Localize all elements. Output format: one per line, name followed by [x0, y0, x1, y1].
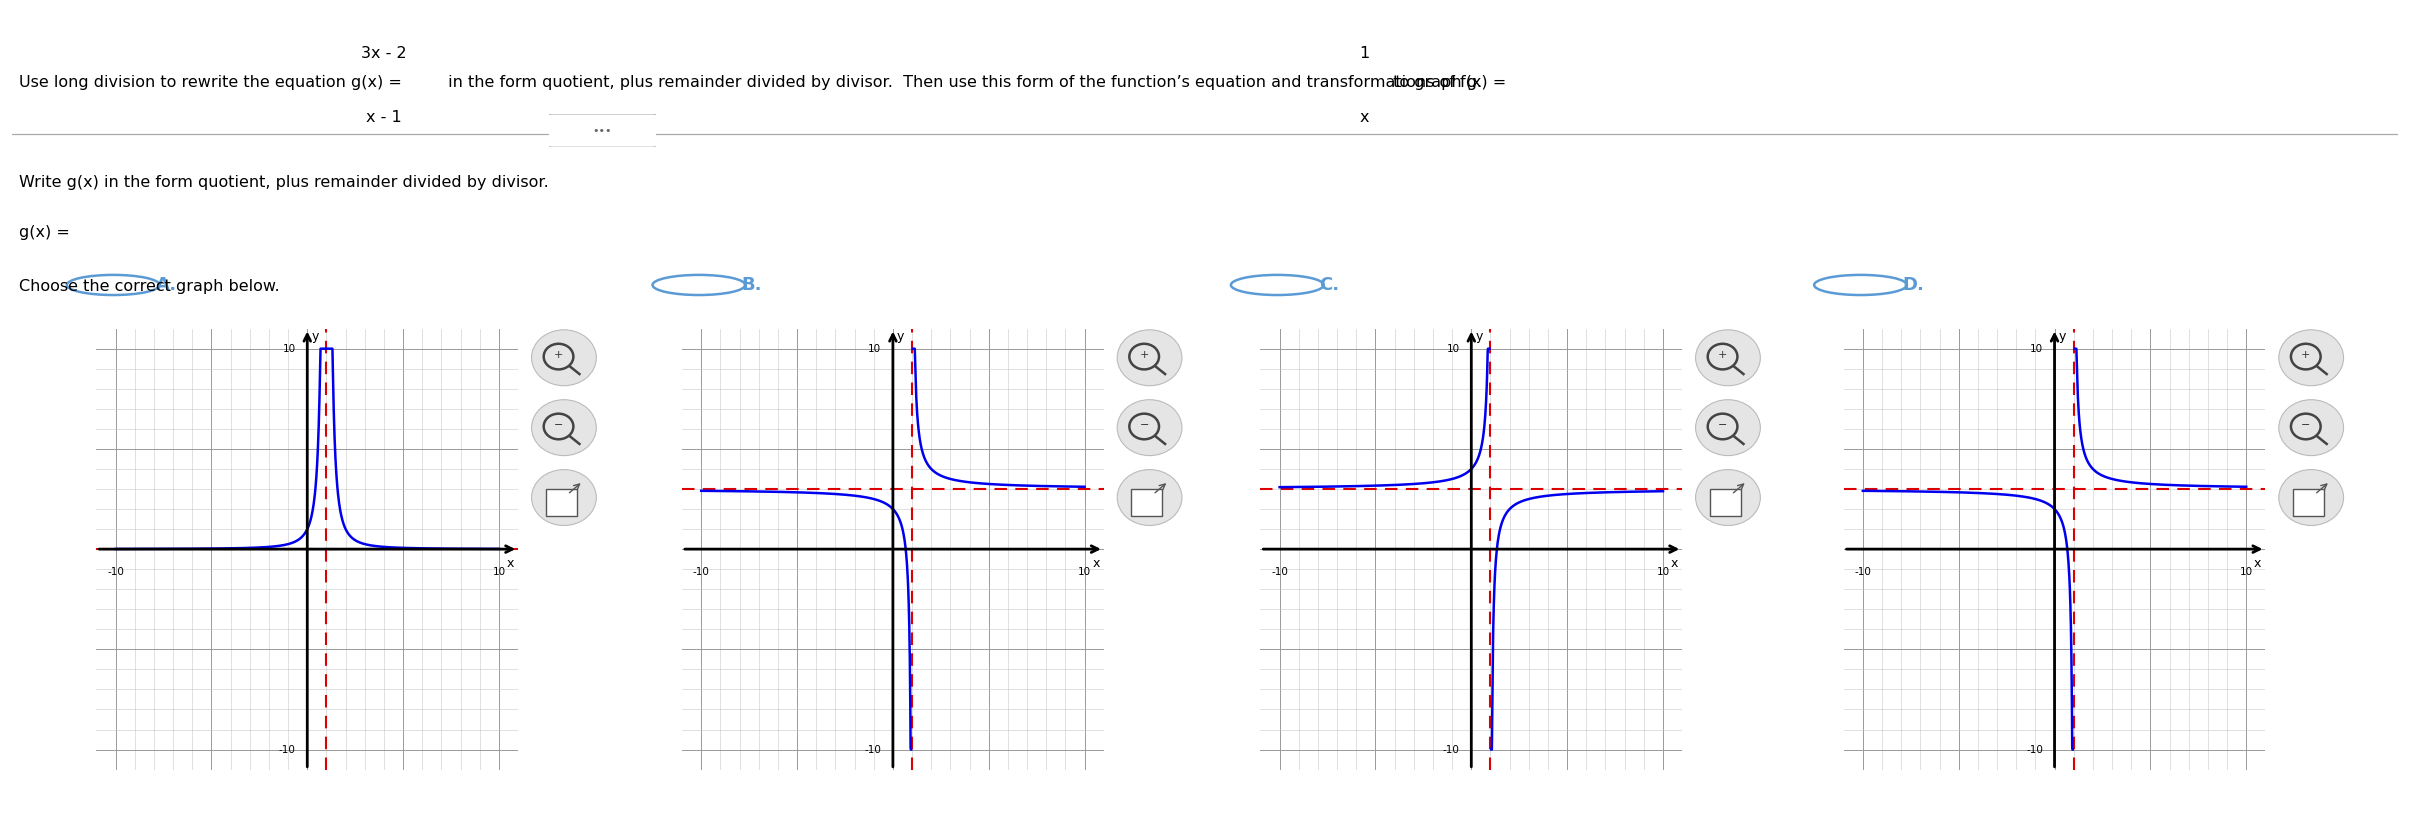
Text: -10: -10 — [1444, 745, 1460, 755]
FancyBboxPatch shape — [545, 114, 660, 147]
Text: 10: 10 — [1446, 344, 1460, 354]
Text: 10: 10 — [492, 567, 506, 577]
Text: −: − — [1140, 420, 1150, 430]
Text: +: + — [2302, 350, 2311, 360]
Text: x: x — [1670, 557, 1677, 570]
Text: to graph g.: to graph g. — [1388, 76, 1482, 91]
Text: -10: -10 — [1853, 567, 1870, 577]
Text: y: y — [2058, 330, 2065, 343]
Text: C.: C. — [1321, 276, 1340, 294]
Text: Use long division to rewrite the equation g(x) =: Use long division to rewrite the equatio… — [19, 76, 407, 91]
Text: -10: -10 — [865, 745, 882, 755]
Text: 10: 10 — [1077, 567, 1092, 577]
Text: Write g(x) in the form quotient, plus remainder divided by divisor.: Write g(x) in the form quotient, plus re… — [19, 176, 549, 191]
Circle shape — [533, 469, 595, 526]
Circle shape — [1118, 329, 1181, 386]
FancyBboxPatch shape — [545, 489, 576, 516]
FancyBboxPatch shape — [1130, 489, 1162, 516]
Text: -10: -10 — [280, 745, 296, 755]
Circle shape — [533, 399, 595, 456]
Text: -10: -10 — [2027, 745, 2044, 755]
Text: x: x — [2253, 557, 2261, 570]
Text: D.: D. — [1904, 276, 1926, 294]
Text: Choose the correct graph below.: Choose the correct graph below. — [19, 280, 280, 295]
Text: +: + — [1718, 350, 1728, 360]
Text: −: − — [1718, 420, 1728, 430]
FancyBboxPatch shape — [1709, 489, 1740, 516]
Circle shape — [1118, 469, 1181, 526]
Text: 10: 10 — [2029, 344, 2044, 354]
Circle shape — [2280, 399, 2343, 456]
Text: y: y — [897, 330, 904, 343]
Circle shape — [1118, 399, 1181, 456]
Circle shape — [533, 329, 595, 386]
Circle shape — [1697, 329, 1759, 386]
Text: 10: 10 — [868, 344, 882, 354]
Text: -10: -10 — [1270, 567, 1287, 577]
Text: +: + — [554, 350, 564, 360]
Text: x: x — [506, 557, 513, 570]
Text: 3x - 2: 3x - 2 — [362, 47, 407, 62]
Text: x: x — [1359, 110, 1369, 125]
Text: −: − — [554, 420, 564, 430]
Circle shape — [1697, 469, 1759, 526]
Circle shape — [2280, 329, 2343, 386]
Text: g(x) =: g(x) = — [19, 225, 70, 240]
Text: 10: 10 — [2239, 567, 2253, 577]
Text: B.: B. — [740, 276, 762, 294]
Text: 10: 10 — [1656, 567, 1670, 577]
Circle shape — [1697, 399, 1759, 456]
Text: −: − — [2302, 420, 2311, 430]
Text: -10: -10 — [692, 567, 709, 577]
Text: A.: A. — [154, 276, 176, 294]
Text: in the form quotient, plus remainder divided by divisor.  Then use this form of : in the form quotient, plus remainder div… — [443, 76, 1511, 91]
Text: -10: -10 — [106, 567, 123, 577]
Text: +: + — [1140, 350, 1150, 360]
Text: •••: ••• — [593, 126, 612, 136]
Text: y: y — [311, 330, 318, 343]
Text: x: x — [1092, 557, 1099, 570]
Text: 10: 10 — [282, 344, 296, 354]
FancyBboxPatch shape — [2292, 489, 2323, 516]
Text: 1: 1 — [1359, 47, 1369, 62]
Text: x - 1: x - 1 — [366, 110, 402, 125]
Circle shape — [2280, 469, 2343, 526]
Text: y: y — [1475, 330, 1482, 343]
